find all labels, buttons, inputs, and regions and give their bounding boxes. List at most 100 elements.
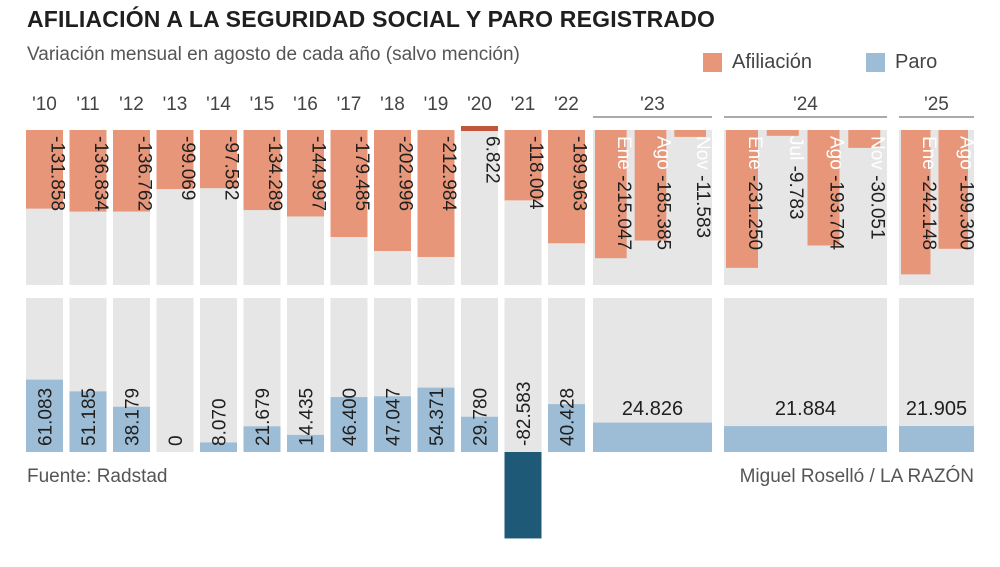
paro-label-y25: 21.905 <box>906 398 967 420</box>
afiliacion-label-y11: -136.834 <box>90 136 111 211</box>
afiliacion-bar-y21 <box>504 130 542 201</box>
afiliacion-bg-y20 <box>461 130 498 285</box>
paro-bar-y18 <box>374 396 411 452</box>
afiliacion-label-y17: -179.485 <box>351 136 372 211</box>
afiliacion-label-y25-ago: Ago -199.300 <box>955 136 976 250</box>
legend-swatch-afiliacion <box>703 52 722 72</box>
afiliacion-bar-y19 <box>417 130 455 257</box>
paro-bg-y16 <box>287 298 324 452</box>
afiliacion-label-y16: -144.997 <box>308 136 329 211</box>
afiliacion-label-y23-nov: Nov -11.583 <box>692 136 713 238</box>
paro-bar-y25 <box>899 426 974 452</box>
afiliacion-bar-y18 <box>374 130 411 252</box>
paro-bar-y24 <box>724 426 887 452</box>
afiliacion-label-y24-nov: Nov -30.051 <box>866 136 887 240</box>
paro-label-y10: 61.083 <box>36 388 57 446</box>
paro-label-y16: 14.435 <box>297 388 318 446</box>
afiliacion-label-y25-ene: Ene -242.148 <box>918 136 939 250</box>
paro-label-y14: 8.070 <box>210 398 231 446</box>
year-label-y16: '16 <box>293 94 318 115</box>
afiliacion-label-y24-ago: Ago -193.704 <box>826 136 847 251</box>
afiliacion-label-y18: -202.996 <box>395 136 416 211</box>
year-label-y13: '13 <box>163 94 188 115</box>
afiliacion-bar-y10 <box>26 130 63 209</box>
afiliacion-bar-y22 <box>548 130 585 244</box>
chart-title: AFILIACIÓN A LA SEGURIDAD SOCIAL Y PARO … <box>27 6 716 32</box>
afiliacion-bar-y23-nov <box>674 130 706 137</box>
paro-label-y21: -82.583 <box>514 382 535 446</box>
afiliacion-label-y12: -136.762 <box>134 136 155 211</box>
afiliacion-bar-y20 <box>461 126 498 131</box>
year-label-y14: '14 <box>206 94 231 115</box>
afiliacion-label-y13: -99.069 <box>177 136 198 200</box>
afiliacion-bar-y24-ene <box>726 130 758 268</box>
afiliacion-bar-y24-jul <box>766 130 799 136</box>
paro-label-y17: 46.400 <box>340 388 361 446</box>
paro-label-y11: 51.185 <box>79 388 100 446</box>
afiliacion-bar-y23-ago <box>634 130 667 241</box>
paro-bg-y21 <box>504 298 542 452</box>
legend-item-afiliacion: Afiliación <box>703 51 812 73</box>
afiliacion-bar-y24-nov <box>848 130 881 148</box>
afiliacion-bar-y23-ene <box>595 130 627 259</box>
afiliacion-label-y20: 6.822 <box>482 136 503 184</box>
paro-label-y22: 40.428 <box>558 388 579 446</box>
afiliacion-label-y24-ene: Ene -231.250 <box>744 136 765 250</box>
legend-label-paro: Paro <box>895 50 938 73</box>
paro-bg-y13 <box>156 298 194 452</box>
paro-label-y15: 21.679 <box>253 388 274 446</box>
paro-label-y13: 0 <box>166 435 187 446</box>
afiliacion-bar-y15 <box>243 130 281 211</box>
year-label-y18: '18 <box>380 94 405 115</box>
year-label-y23: '23 <box>640 94 665 115</box>
afiliacion-bar-y14 <box>200 130 237 189</box>
afiliacion-bar-y24-ago <box>807 130 840 246</box>
credit-note: Miguel Roselló / LA RAZÓN <box>739 466 974 487</box>
legend-label-afiliacion: Afiliación <box>732 50 813 73</box>
year-label-y11: '11 <box>76 94 99 115</box>
paro-bar-y21 <box>504 452 542 539</box>
paro-bar-y20 <box>461 416 498 452</box>
afiliacion-bar-y12 <box>113 130 150 212</box>
paro-bar-y15 <box>243 426 281 452</box>
paro-label-y12: 38.179 <box>123 388 144 446</box>
paro-label-y24: 21.884 <box>775 398 836 420</box>
year-label-y25: '25 <box>924 94 949 115</box>
paro-bar-y11 <box>69 391 107 452</box>
afiliacion-label-y22: -189.963 <box>569 136 590 211</box>
year-label-y10: '10 <box>32 94 57 115</box>
paro-bar-y10 <box>26 379 63 452</box>
year-label-y21: '21 <box>511 94 536 115</box>
legend-swatch-paro <box>866 52 885 72</box>
paro-label-y20: 29.780 <box>471 388 492 446</box>
afiliacion-label-y10: -131.858 <box>47 136 68 211</box>
afiliacion-label-y23-ene: Ene -215.047 <box>613 136 634 250</box>
year-label-y12: '12 <box>119 94 144 115</box>
afiliacion-bar-y17 <box>330 130 368 238</box>
afiliacion-label-y21: -118.004 <box>525 136 546 210</box>
year-label-y22: '22 <box>554 94 579 115</box>
year-label-y20: '20 <box>467 94 492 115</box>
year-label-y17: '17 <box>337 94 362 115</box>
afiliacion-bar-y25-ago <box>938 130 968 249</box>
afiliacion-bar-y16 <box>287 130 324 217</box>
source-note: Fuente: Radstad <box>27 466 168 487</box>
afiliacion-label-y19: -212.984 <box>438 136 459 211</box>
paro-bar-y14 <box>200 442 237 452</box>
paro-bar-y19 <box>417 387 455 452</box>
paro-bar-y23 <box>593 422 712 452</box>
chart-subtitle: Variación mensual en agosto de cada año … <box>27 44 520 65</box>
year-label-y24: '24 <box>793 94 818 115</box>
paro-bar-y22 <box>548 404 585 452</box>
legend-item-paro: Paro <box>866 51 937 73</box>
afiliacion-label-y15: -134.289 <box>264 136 285 211</box>
paro-bar-y16 <box>287 434 324 452</box>
afiliacion-label-y23-ago: Ago -185.385 <box>653 136 674 250</box>
afiliacion-label-y14: -97.582 <box>221 136 242 200</box>
paro-bar-y12 <box>113 406 150 452</box>
afiliacion-bar-y13 <box>156 130 194 190</box>
year-label-y19: '19 <box>424 94 449 115</box>
paro-label-y23: 24.826 <box>622 398 683 420</box>
paro-label-y19: 54.371 <box>427 388 448 446</box>
